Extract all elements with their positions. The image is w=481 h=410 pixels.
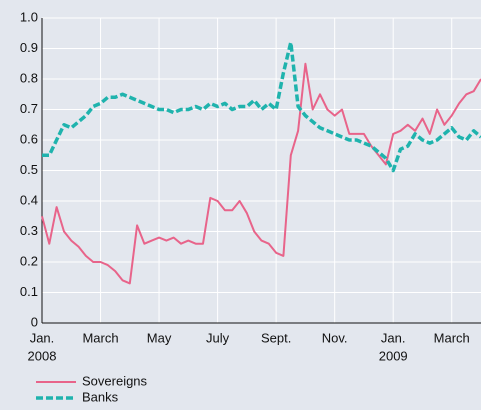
series-line [41, 62, 481, 285]
y-tick-label: 0.3 [20, 223, 38, 238]
x-tick-label: March [434, 330, 470, 345]
x-tick-label: July [206, 330, 230, 345]
y-tick-label: 0.7 [20, 101, 38, 116]
y-tick-label: 0.9 [20, 40, 38, 55]
y-tick-label: 0.2 [20, 253, 38, 268]
series-line [42, 40, 481, 173]
year-label: 2008 [28, 348, 57, 363]
x-tick-label: Jan. [381, 330, 406, 345]
y-tick-label: 0.4 [20, 192, 38, 207]
legend-label: Banks [82, 389, 119, 404]
x-tick-label: Jan. [30, 330, 55, 345]
y-tick-label: 1.0 [20, 9, 38, 24]
y-tick-label: 0.1 [20, 284, 38, 299]
y-tick-label: 0.6 [20, 131, 38, 146]
x-tick-label: March [82, 330, 118, 345]
year-label: 2009 [379, 348, 408, 363]
x-tick-label: May [147, 330, 172, 345]
legend-label: Sovereigns [82, 373, 148, 388]
x-tick-label: Nov. [322, 330, 348, 345]
y-tick-label: 0.8 [20, 70, 38, 85]
x-tick-label: Sept. [261, 330, 291, 345]
y-tick-label: 0 [31, 314, 38, 329]
y-tick-label: 0.5 [20, 162, 38, 177]
